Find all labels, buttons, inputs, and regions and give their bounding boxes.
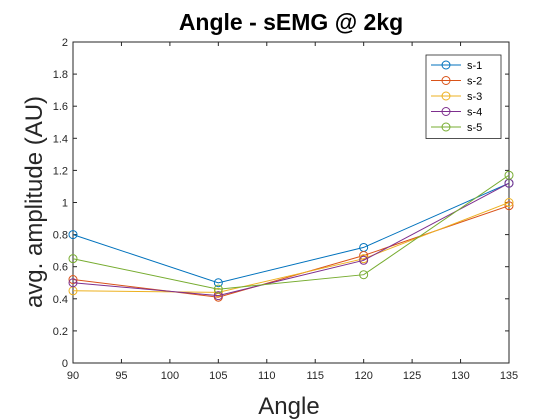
legend-label: s-3 [467,91,482,103]
legend-label: s-1 [467,60,482,72]
data-point [504,198,514,207]
data-point [68,275,78,285]
legend-label: s-5 [467,122,482,134]
x-ticks: 90 95 100 105 110 115 120 125 130 135 [67,42,518,382]
y-tick-label: 0.4 [53,294,68,306]
x-tick-label: 110 [258,370,276,382]
data-point [359,250,369,260]
series-line-s-4 [72,182,510,297]
x-tick-label: 135 [500,370,518,382]
legend-label: s-4 [467,107,482,119]
data-point [213,278,223,288]
y-tick-label: 2 [62,37,68,49]
y-tick-label: 0 [62,358,68,370]
legend-label: s-2 [467,76,482,88]
y-tick-label: 1.2 [53,165,68,177]
series-group [68,170,514,302]
x-axis-label: Angle [258,393,319,420]
series-line-s-5 [72,174,510,290]
data-point [68,254,78,264]
y-tick-label: 0.2 [53,326,68,338]
data-point [504,201,514,211]
y-tick-label: 0.6 [53,262,68,274]
data-point [359,270,369,280]
x-tick-label: 125 [403,370,421,382]
legend-marker [441,60,451,70]
data-point [68,278,78,288]
series-s-5 [68,170,514,294]
x-tick-label: 105 [209,370,227,382]
data-point [213,291,223,301]
legend-marker [441,122,451,132]
y-ticks: 0 0.2 0.4 0.6 0.8 1 1.2 1.4 1.6 1.8 2 [53,37,509,370]
legend-item: s-2 [431,76,482,88]
y-tick-label: 0.8 [53,230,68,242]
y-tick-label: 1.6 [53,101,68,113]
series-s-4 [68,178,514,301]
data-point [359,255,369,265]
x-tick-label: 95 [115,370,127,382]
legend-item: s-4 [431,107,482,119]
series-line-s-1 [72,182,510,284]
x-tick-label: 130 [451,370,469,382]
chart-title: Angle - sEMG @ 2kg [179,9,403,35]
y-axis-label: avg. amplitude (AU) [21,96,48,308]
legend-marker [441,91,451,101]
y-tick-label: 1.4 [53,133,68,145]
legend-marker [441,107,451,116]
data-point [213,284,223,294]
x-tick-label: 115 [306,370,324,382]
legend-item: s-1 [431,60,482,72]
data-point [68,230,78,240]
y-tick-label: 1.8 [53,69,68,81]
x-tick-label: 100 [161,370,179,382]
data-point [504,170,514,180]
y-tick-label: 1 [62,198,68,210]
legend-box [425,54,502,139]
legend: s-1 s-2 s-3 s-4 s-5 [425,54,502,139]
legend-item: s-3 [431,91,482,103]
x-tick-label: 90 [67,370,79,382]
legend-marker [441,76,451,85]
legend-item: s-5 [431,122,482,134]
series-line-s-3 [72,202,510,293]
x-tick-label: 120 [354,370,372,382]
data-point [213,287,223,297]
